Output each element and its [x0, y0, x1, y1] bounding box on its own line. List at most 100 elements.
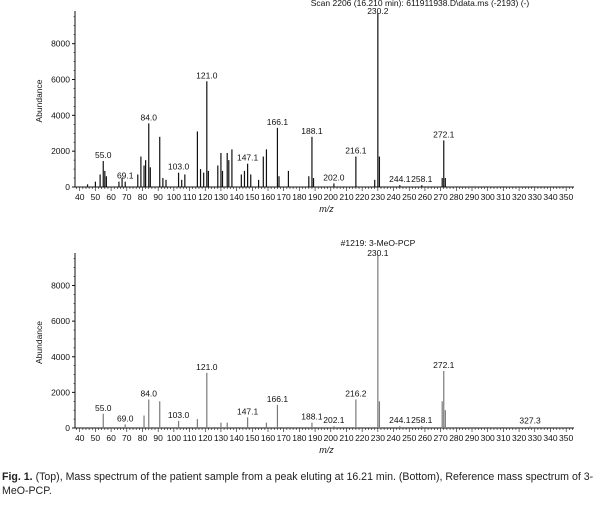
peak-label: 188.1 — [301, 412, 323, 422]
x-tick-label: 90 — [153, 433, 163, 443]
peak-label: 166.1 — [267, 394, 289, 404]
x-tick-label: 250 — [402, 192, 416, 202]
x-tick-label: 120 — [198, 433, 212, 443]
x-tick-label: 210 — [339, 192, 353, 202]
x-axis-label: m/z — [319, 445, 334, 455]
x-tick-label: 140 — [230, 433, 244, 443]
x-tick-label: 350 — [559, 433, 573, 443]
peak-label: 202.0 — [323, 172, 345, 182]
y-tick-label: 4000 — [51, 110, 70, 120]
peak-label: 258.1 — [411, 415, 433, 425]
x-tick-label: 250 — [402, 433, 416, 443]
x-tick-label: 80 — [138, 433, 148, 443]
x-tick-label: 50 — [91, 433, 101, 443]
x-tick-label: 150 — [245, 192, 259, 202]
y-tick-label: 0 — [65, 423, 70, 433]
peak-label: 216.2 — [345, 389, 367, 399]
x-tick-label: 110 — [183, 433, 197, 443]
peak-label: 272.1 — [433, 360, 455, 370]
x-tick-label: 260 — [418, 192, 432, 202]
peak-label: 147.1 — [237, 153, 259, 163]
x-tick-label: 240 — [386, 192, 400, 202]
y-tick-label: 0 — [65, 182, 70, 192]
x-tick-label: 180 — [292, 433, 306, 443]
x-tick-label: 130 — [214, 433, 228, 443]
x-tick-label: 40 — [75, 192, 85, 202]
sample-spectrum-panel: 0 2000 4000 6000 8000 40 50 60 70 80 90 100 110 120 13… — [34, 0, 574, 214]
x-tick-label: 160 — [261, 192, 275, 202]
x-tick-label: 100 — [167, 433, 181, 443]
peak-label: 202.1 — [323, 415, 345, 425]
x-tick-label: 300 — [481, 192, 495, 202]
x-tick-label: 210 — [339, 433, 353, 443]
y-tick-label: 8000 — [51, 39, 70, 49]
x-tick-label: 150 — [245, 433, 259, 443]
peak-label: 166.1 — [267, 117, 289, 127]
figure-caption: Fig. 1. (Top), Mass spectrum of the pati… — [2, 470, 598, 498]
y-tick-label: 6000 — [51, 75, 70, 85]
y-tick-label: 2000 — [51, 146, 70, 156]
spectrum-title: Scan 2206 (16.210 min): 611911938.D\data… — [311, 0, 530, 8]
peak-label: 121.0 — [196, 362, 218, 372]
x-tick-label: 260 — [418, 433, 432, 443]
y-tick-label: 8000 — [51, 281, 70, 291]
x-tick-label: 280 — [449, 192, 463, 202]
x-tick-label: 90 — [153, 192, 163, 202]
x-tick-label: 60 — [106, 433, 116, 443]
y-axis-label: Abundance — [34, 79, 44, 122]
mass-spectra-figure: 0 2000 4000 6000 8000 40 50 60 70 80 90 100 110 120 13… — [34, 0, 574, 455]
x-tick-label: 310 — [496, 192, 510, 202]
peak-label: 258.1 — [411, 174, 433, 184]
x-tick-label: 330 — [528, 433, 542, 443]
peak-label: 244.1 — [389, 415, 411, 425]
x-tick-label: 290 — [465, 433, 479, 443]
x-tick-label: 300 — [481, 433, 495, 443]
x-tick-label: 170 — [277, 192, 291, 202]
peak-label: 55.0 — [95, 150, 112, 160]
peak-label: 230.1 — [367, 248, 389, 258]
x-tick-label: 70 — [122, 433, 132, 443]
y-axis-label: Abundance — [34, 321, 44, 364]
x-tick-label: 350 — [559, 192, 573, 202]
x-tick-label: 290 — [465, 192, 479, 202]
x-tick-label: 340 — [543, 192, 557, 202]
x-tick-label: 60 — [106, 192, 116, 202]
peak-label: 121.0 — [196, 70, 218, 80]
peak-label: 84.0 — [140, 112, 157, 122]
x-tick-label: 190 — [308, 433, 322, 443]
reference-spectrum-panel: 0 2000 4000 6000 8000 40 50 60 70 80 90 100 110 120 13… — [34, 238, 574, 455]
x-tick-label: 40 — [75, 433, 85, 443]
spectrum-title: #1219: 3-MeO-PCP — [341, 238, 416, 248]
x-tick-label: 230 — [371, 192, 385, 202]
peak-label: 103.0 — [168, 410, 190, 420]
peak-label: 272.1 — [433, 129, 455, 139]
peak-label: 55.0 — [95, 403, 112, 413]
peak-label: 230.2 — [367, 6, 389, 16]
x-tick-label: 50 — [91, 192, 101, 202]
x-tick-label: 70 — [122, 192, 132, 202]
x-tick-label: 270 — [434, 192, 448, 202]
x-tick-label: 140 — [230, 192, 244, 202]
peak-label: 103.0 — [168, 162, 190, 172]
x-tick-label: 100 — [167, 192, 181, 202]
x-tick-label: 220 — [355, 192, 369, 202]
x-tick-label: 280 — [449, 433, 463, 443]
x-tick-label: 230 — [371, 433, 385, 443]
x-tick-label: 240 — [386, 433, 400, 443]
x-tick-label: 200 — [324, 433, 338, 443]
peak-label: 188.1 — [301, 126, 323, 136]
peak-label: 327.3 — [519, 416, 541, 426]
x-tick-label: 340 — [543, 433, 557, 443]
x-tick-label: 180 — [292, 192, 306, 202]
peak-label: 216.1 — [345, 146, 367, 156]
x-tick-label: 200 — [324, 192, 338, 202]
peak-label: 69.0 — [117, 413, 134, 423]
x-tick-label: 80 — [138, 192, 148, 202]
x-tick-label: 190 — [308, 192, 322, 202]
caption-text: (Top), Mass spectrum of the patient samp… — [2, 471, 594, 497]
x-tick-label: 330 — [528, 192, 542, 202]
x-tick-label: 220 — [355, 433, 369, 443]
x-tick-label: 320 — [512, 192, 526, 202]
peak-label: 69.1 — [117, 171, 134, 181]
